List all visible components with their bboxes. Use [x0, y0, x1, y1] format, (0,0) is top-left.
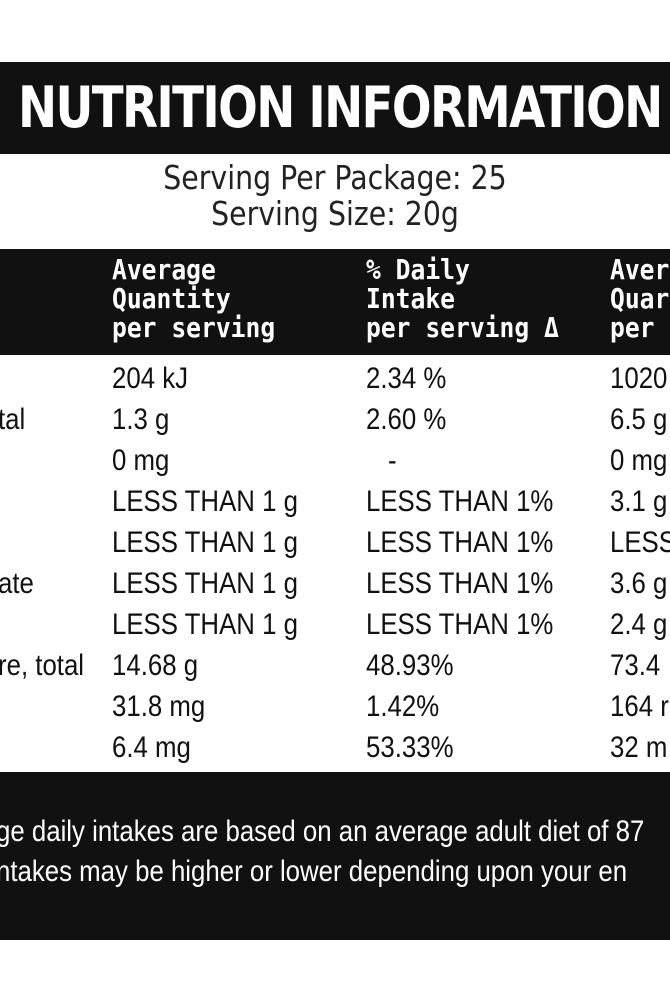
column-header-line: per serving Δ	[366, 311, 559, 344]
column-header-line: % Daily	[366, 253, 470, 286]
footnote-line: ntakes may be higher or lower depending …	[0, 855, 628, 888]
column-header-line: per serving	[112, 311, 276, 344]
title-banner: NUTRITION INFORMATION	[0, 62, 670, 154]
per-100g-value: 6.5 g	[610, 403, 668, 436]
column-header-line: Aver	[610, 253, 670, 286]
per-serving-value: LESS THAN 1 g	[112, 485, 298, 518]
nutrient-name: ate	[0, 567, 34, 600]
per-100g-value: LESS	[610, 526, 670, 559]
daily-intake-value: LESS THAN 1%	[366, 567, 554, 600]
nutrient-name: re, total	[0, 649, 85, 682]
per-serving-value: 6.4 mg	[112, 731, 191, 764]
per-serving-value: LESS THAN 1 g	[112, 567, 298, 600]
serving-size: Serving Size: 20g	[211, 194, 459, 233]
column-header-line: Intake	[366, 282, 456, 315]
per-serving-value: LESS THAN 1 g	[112, 608, 298, 641]
daily-intake-value: 2.60 %	[366, 403, 447, 436]
page-title: NUTRITION INFORMATION	[18, 75, 663, 141]
per-100g-value: 73.4	[610, 649, 661, 682]
per-100g-value: 32 m	[610, 731, 668, 764]
column-header-line: per 1	[610, 311, 670, 344]
column-header-per-100g: Aver Quar per 1	[610, 255, 670, 342]
table-row: 6.4 mg 53.33% 32 m	[0, 727, 670, 768]
daily-intake-value: 2.34 %	[366, 362, 447, 395]
table-row: LESS THAN 1 g LESS THAN 1% 3.1 g	[0, 481, 670, 522]
per-serving-value: 1.3 g	[112, 403, 170, 436]
table-header: Average Quantity per serving % Daily Int…	[0, 249, 670, 355]
column-header-daily-intake: % Daily Intake per serving Δ	[366, 255, 559, 342]
column-header-average-quantity: Average Quantity per serving	[112, 255, 275, 342]
footnote-band: ge daily intakes are based on an average…	[0, 772, 670, 940]
per-100g-value: 1020	[610, 362, 668, 395]
nutrient-name: tal	[0, 403, 26, 436]
per-serving-value: LESS THAN 1 g	[112, 526, 298, 559]
per-100g-value: 3.1 g	[610, 485, 668, 518]
column-header-line: Quantity	[112, 282, 231, 315]
table-row: re, total 14.68 g 48.93% 73.4	[0, 645, 670, 686]
table-row: LESS THAN 1 g LESS THAN 1% LESS	[0, 522, 670, 563]
servings-per-package: Serving Per Package: 25	[163, 158, 507, 197]
per-100g-value: 0 mg	[610, 444, 668, 477]
daily-intake-value: LESS THAN 1%	[366, 485, 554, 518]
column-header-line: Average	[112, 253, 216, 286]
table-row: 204 kJ 2.34 % 1020	[0, 358, 670, 399]
table-row: ate LESS THAN 1 g LESS THAN 1% 3.6 g	[0, 563, 670, 604]
per-100g-value: 3.6 g	[610, 567, 668, 600]
table-row: 31.8 mg 1.42% 164 r	[0, 686, 670, 727]
daily-intake-value: 53.33%	[366, 731, 454, 764]
daily-intake-value: -	[388, 444, 397, 477]
nutrition-table-body: 204 kJ 2.34 % 1020 tal 1.3 g 2.60 % 6.5 …	[0, 358, 670, 768]
per-serving-value: 0 mg	[112, 444, 170, 477]
footnote-line: ge daily intakes are based on an average…	[0, 815, 645, 848]
per-100g-value: 2.4 g	[610, 608, 668, 641]
daily-intake-value: LESS THAN 1%	[366, 608, 554, 641]
daily-intake-value: 48.93%	[366, 649, 454, 682]
per-serving-value: 204 kJ	[112, 362, 189, 395]
column-header-line: Quar	[610, 282, 670, 315]
table-row: tal 1.3 g 2.60 % 6.5 g	[0, 399, 670, 440]
daily-intake-value: LESS THAN 1%	[366, 526, 554, 559]
per-serving-value: 31.8 mg	[112, 690, 206, 723]
per-serving-value: 14.68 g	[112, 649, 199, 682]
table-row: LESS THAN 1 g LESS THAN 1% 2.4 g	[0, 604, 670, 645]
per-100g-value: 164 r	[610, 690, 669, 723]
table-row: 0 mg - 0 mg	[0, 440, 670, 481]
serving-info: Serving Per Package: 25 Serving Size: 20…	[0, 160, 670, 232]
daily-intake-value: 1.42%	[366, 690, 440, 723]
